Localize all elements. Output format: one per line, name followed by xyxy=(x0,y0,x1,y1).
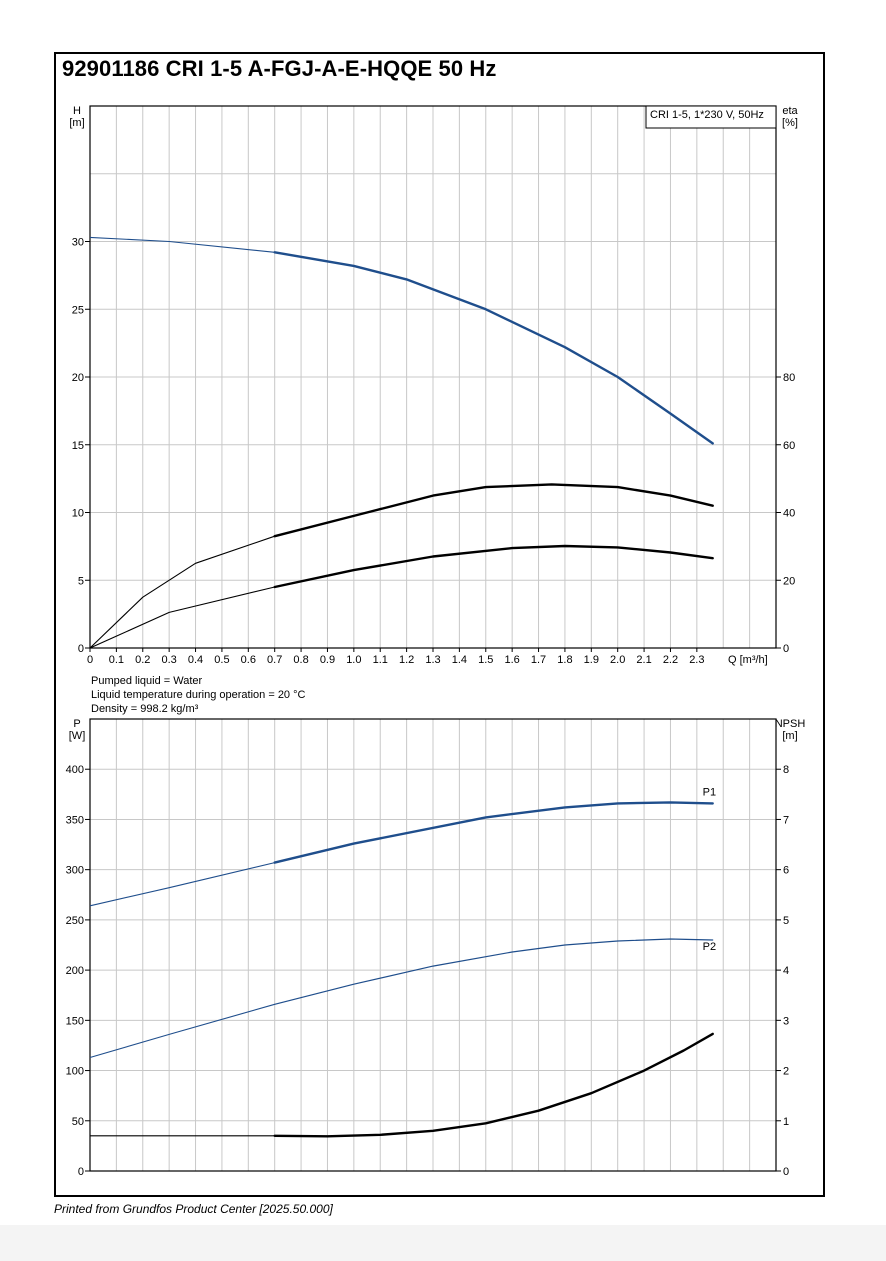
pumped-liquid: Pumped liquid = Water xyxy=(91,675,203,687)
top-eta_total-curve xyxy=(273,544,714,589)
top-y-axis-unit: [m] xyxy=(69,117,84,129)
x-tick-label: 0.7 xyxy=(267,654,282,666)
top-y2-tick-label: 80 xyxy=(783,372,795,384)
bottom-y-axis-unit: [W] xyxy=(69,730,86,742)
bottom-y2-tick-label: 0 xyxy=(783,1166,789,1178)
liquid-density: Density = 998.2 kg/m³ xyxy=(91,703,199,715)
top-y-tick-label: 10 xyxy=(72,508,84,520)
bottom-y2-tick-label: 8 xyxy=(783,764,789,776)
x-tick-label: 1.9 xyxy=(584,654,599,666)
x-tick-label: 1.5 xyxy=(478,654,493,666)
x-tick-label: 2.0 xyxy=(610,654,625,666)
x-tick-label: 2.3 xyxy=(689,654,704,666)
top-y-tick-label: 0 xyxy=(78,643,84,655)
x-tick-label: 2.2 xyxy=(663,654,678,666)
bottom-npsh-curve xyxy=(273,1032,714,1138)
bottom-y2-tick-label: 3 xyxy=(783,1015,789,1027)
bottom-p1-label: P1 xyxy=(703,786,716,798)
legend-box: CRI 1-5, 1*230 V, 50Hz xyxy=(645,105,777,129)
bottom-plot-border xyxy=(89,718,777,1172)
x-tick-label: 0.5 xyxy=(214,654,229,666)
page-title: 92901186 CRI 1-5 A-FGJ-A-E-HQQE 50 Hz xyxy=(62,56,497,81)
bottom-y-tick-label: 100 xyxy=(66,1066,84,1078)
top-eta_efficiency-curve-thin xyxy=(89,535,275,649)
operating-conditions: Pumped liquid = Water Liquid temperature… xyxy=(91,674,305,716)
x-tick-label: 0.1 xyxy=(109,654,124,666)
x-tick-label: 1.0 xyxy=(346,654,361,666)
top-head-curve xyxy=(273,251,714,445)
top-y-tick-label: 5 xyxy=(78,575,84,587)
bottom-y-tick-label: 400 xyxy=(66,764,84,776)
power-npsh-chart: 0 50 100 150 200 250 300 350 400 0 1 2 3 4 5 6 7 8 P[W] NPS… xyxy=(66,718,806,1178)
x-tick-label: 0.6 xyxy=(241,654,256,666)
x-tick-label: 0.2 xyxy=(135,654,150,666)
bottom-y2-axis-label: NPSH xyxy=(775,718,806,730)
top-y2-axis-unit: [%] xyxy=(782,117,798,129)
bottom-y2-tick-label: 1 xyxy=(783,1116,789,1128)
bottom-y-tick-label: 50 xyxy=(72,1116,84,1128)
top-y2-tick-label: 0 xyxy=(783,643,789,655)
top-y2-axis-label: eta xyxy=(782,105,798,117)
top-eta_efficiency-curve xyxy=(273,483,714,538)
top-y-tick-label: 15 xyxy=(72,440,84,452)
bottom-y2-tick-label: 2 xyxy=(783,1066,789,1078)
top-y2-tick-label: 40 xyxy=(783,508,795,520)
bottom-p1-curve-thin xyxy=(89,862,275,907)
x-tick-label: 0.9 xyxy=(320,654,335,666)
bottom-y-tick-label: 150 xyxy=(66,1015,84,1027)
page-bottom-strip xyxy=(0,1225,886,1261)
top-head-curve-thin xyxy=(89,236,275,253)
x-tick-label: 2.1 xyxy=(636,654,651,666)
legend-box-text: CRI 1-5, 1*230 V, 50Hz xyxy=(650,109,764,121)
top-y-axis-label: H xyxy=(73,105,81,117)
head-efficiency-chart: 0 5 10 15 20 25 30 0 20 40 60 80 H[m] eta[%] 0 0.1 0.2 0.… xyxy=(69,105,798,666)
top-y-tick-label: 30 xyxy=(72,237,84,249)
bottom-y-tick-label: 300 xyxy=(66,865,84,877)
bottom-y-axis-label: P xyxy=(73,718,80,730)
x-axis-label: Q [m³/h] xyxy=(728,654,768,666)
x-tick-label: 0.3 xyxy=(162,654,177,666)
bottom-y-tick-label: 250 xyxy=(66,915,84,927)
bottom-y2-tick-label: 7 xyxy=(783,814,789,826)
x-tick-label: 1.6 xyxy=(505,654,520,666)
top-y2-tick-label: 20 xyxy=(783,575,795,587)
footer-note: Printed from Grundfos Product Center [20… xyxy=(54,1202,333,1216)
chart-frame xyxy=(54,52,825,1197)
bottom-y-tick-label: 200 xyxy=(66,965,84,977)
top-y-tick-label: 20 xyxy=(72,372,84,384)
bottom-p2-curve xyxy=(274,938,714,1005)
top-eta_total-curve-thin xyxy=(89,586,275,649)
top-y2-tick-label: 60 xyxy=(783,440,795,452)
x-tick-label: 1.7 xyxy=(531,654,546,666)
bottom-y2-tick-label: 6 xyxy=(783,865,789,877)
bottom-p2-label: P2 xyxy=(703,941,716,953)
x-tick-label: 1.2 xyxy=(399,654,414,666)
bottom-y-tick-label: 350 xyxy=(66,814,84,826)
bottom-y-tick-label: 0 xyxy=(78,1166,84,1178)
bottom-p2-curve-thin xyxy=(89,1003,275,1059)
top-y-tick-label: 25 xyxy=(72,304,84,316)
bottom-y2-tick-label: 5 xyxy=(783,915,789,927)
bottom-y2-axis-unit: [m] xyxy=(782,730,797,742)
x-tick-label: 1.4 xyxy=(452,654,467,666)
x-tick-label: 0.8 xyxy=(293,654,308,666)
x-tick-label: 1.8 xyxy=(557,654,572,666)
bottom-y2-tick-label: 4 xyxy=(783,965,789,977)
x-tick-label: 0.4 xyxy=(188,654,203,666)
x-tick-label: 0 xyxy=(87,654,93,666)
x-tick-label: 1.1 xyxy=(373,654,388,666)
bottom-p1-curve xyxy=(273,801,714,864)
x-tick-label: 1.3 xyxy=(425,654,440,666)
liquid-temperature: Liquid temperature during operation = 20… xyxy=(91,689,306,701)
